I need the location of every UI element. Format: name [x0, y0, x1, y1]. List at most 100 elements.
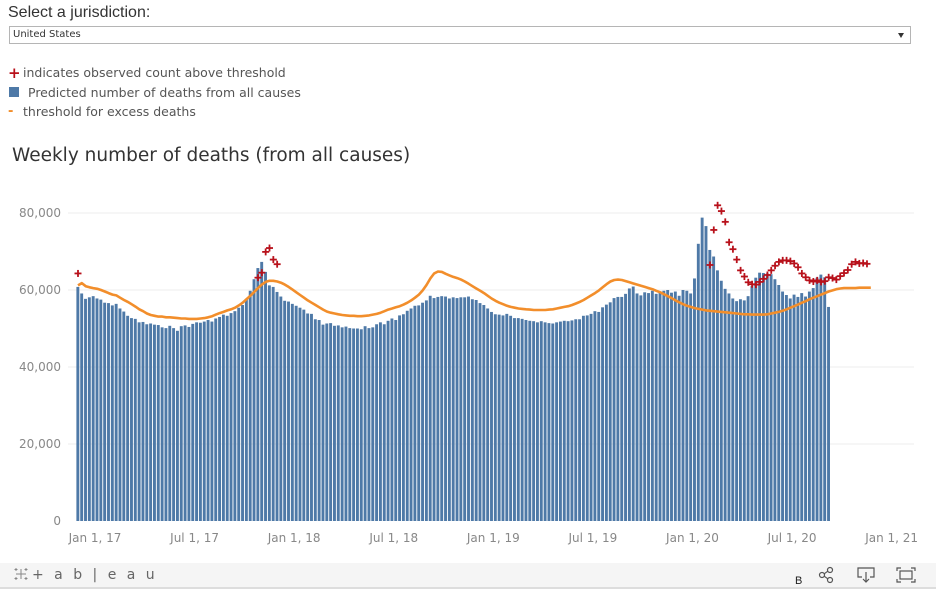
bar: [137, 322, 141, 521]
bar: [103, 302, 107, 521]
bar: [513, 318, 516, 521]
above-threshold-marker: [802, 273, 810, 281]
bar: [604, 304, 608, 521]
bar: [819, 274, 823, 521]
bar: [114, 303, 118, 521]
above-threshold-marker: [844, 266, 852, 274]
bar: [597, 311, 601, 521]
bar: [294, 305, 298, 521]
chevron-down-icon[interactable]: [898, 33, 904, 38]
bar: [693, 278, 696, 521]
above-threshold-marker: [269, 256, 277, 264]
bar: [206, 320, 210, 521]
bar: [627, 288, 631, 521]
bar: [271, 286, 275, 521]
legend-item-threshold: - threshold for excess deaths: [8, 102, 301, 122]
b-label: B: [795, 575, 803, 587]
bar: [153, 324, 156, 521]
bar: [310, 313, 313, 521]
bar: [260, 261, 264, 521]
bar: [398, 315, 402, 521]
bar: [156, 325, 160, 521]
bar: [551, 323, 555, 521]
bar: [413, 305, 417, 521]
bar: [750, 286, 754, 521]
y-tick-label: 60,000: [19, 283, 61, 297]
bar: [670, 292, 673, 521]
bar: [329, 323, 333, 521]
bar: [811, 288, 815, 521]
bar: [444, 296, 447, 521]
bar: [589, 313, 593, 521]
bar: [624, 293, 627, 521]
y-tick-label: 0: [53, 514, 61, 528]
bar: [126, 315, 130, 521]
bar: [532, 321, 536, 521]
bar: [183, 325, 187, 521]
bar: [279, 296, 283, 521]
bar: [76, 286, 80, 521]
bar: [685, 290, 689, 521]
bar: [700, 217, 704, 521]
jurisdiction-select[interactable]: United States: [9, 26, 911, 44]
x-tick-label: Jan 1, 20: [665, 531, 719, 545]
above-threshold-marker: [813, 276, 821, 284]
legend-label-threshold: threshold for excess deaths: [23, 104, 196, 120]
bar: [524, 320, 528, 521]
bar: [237, 307, 241, 521]
bar: [696, 243, 700, 522]
bar: [455, 298, 459, 521]
bar: [792, 294, 796, 521]
bar: [631, 286, 635, 521]
bar: [248, 290, 252, 521]
bar: [133, 318, 137, 521]
chart-title: Weekly number of deaths (from all causes…: [12, 145, 411, 166]
bar: [539, 321, 543, 521]
bar: [164, 328, 168, 521]
bar: [620, 296, 624, 521]
bar: [218, 316, 222, 521]
bar: [505, 313, 509, 521]
bar: [616, 296, 620, 521]
bar: [635, 293, 639, 521]
download-icon[interactable]: [856, 566, 876, 584]
bar: [497, 314, 501, 521]
legend: + indicates observed count above thresho…: [8, 63, 301, 122]
bar: [287, 301, 290, 521]
bar: [275, 291, 279, 521]
above-threshold-marker: [760, 275, 768, 283]
bar: [233, 311, 237, 521]
bar: [371, 327, 375, 521]
bar: [432, 298, 436, 521]
above-threshold-marker: [794, 263, 802, 271]
dash-icon: -: [8, 104, 14, 120]
bar: [788, 298, 792, 521]
fullscreen-icon[interactable]: [896, 566, 916, 584]
bar: [482, 305, 486, 521]
bar: [754, 277, 758, 521]
bar: [727, 293, 731, 521]
bar: [149, 323, 153, 521]
bar: [333, 325, 336, 521]
tableau-logo[interactable]: + a b | e a u: [12, 566, 158, 583]
share-icon[interactable]: [817, 566, 837, 584]
bar: [639, 295, 643, 521]
above-threshold-marker: [262, 248, 270, 256]
bar: [677, 295, 681, 521]
above-threshold-marker: [809, 278, 817, 286]
toolbar-footer: + a b | e a u B: [0, 563, 936, 589]
bar: [708, 249, 712, 521]
bar: [650, 290, 654, 521]
bar: [401, 314, 405, 521]
above-threshold-marker: [710, 226, 718, 234]
jurisdiction-label: Select a jurisdiction:: [8, 4, 151, 21]
chart: 0 20,000 40,000 60,000 80,000 Jan 1, 17 Jul 1…: [19, 201, 918, 545]
bar: [463, 297, 467, 521]
bar: [643, 292, 647, 521]
bar: [742, 300, 746, 521]
bar: [570, 320, 574, 521]
bar: [191, 323, 195, 521]
above-threshold-marker: [266, 244, 273, 252]
bar: [536, 322, 539, 521]
above-threshold-marker: [74, 269, 82, 277]
